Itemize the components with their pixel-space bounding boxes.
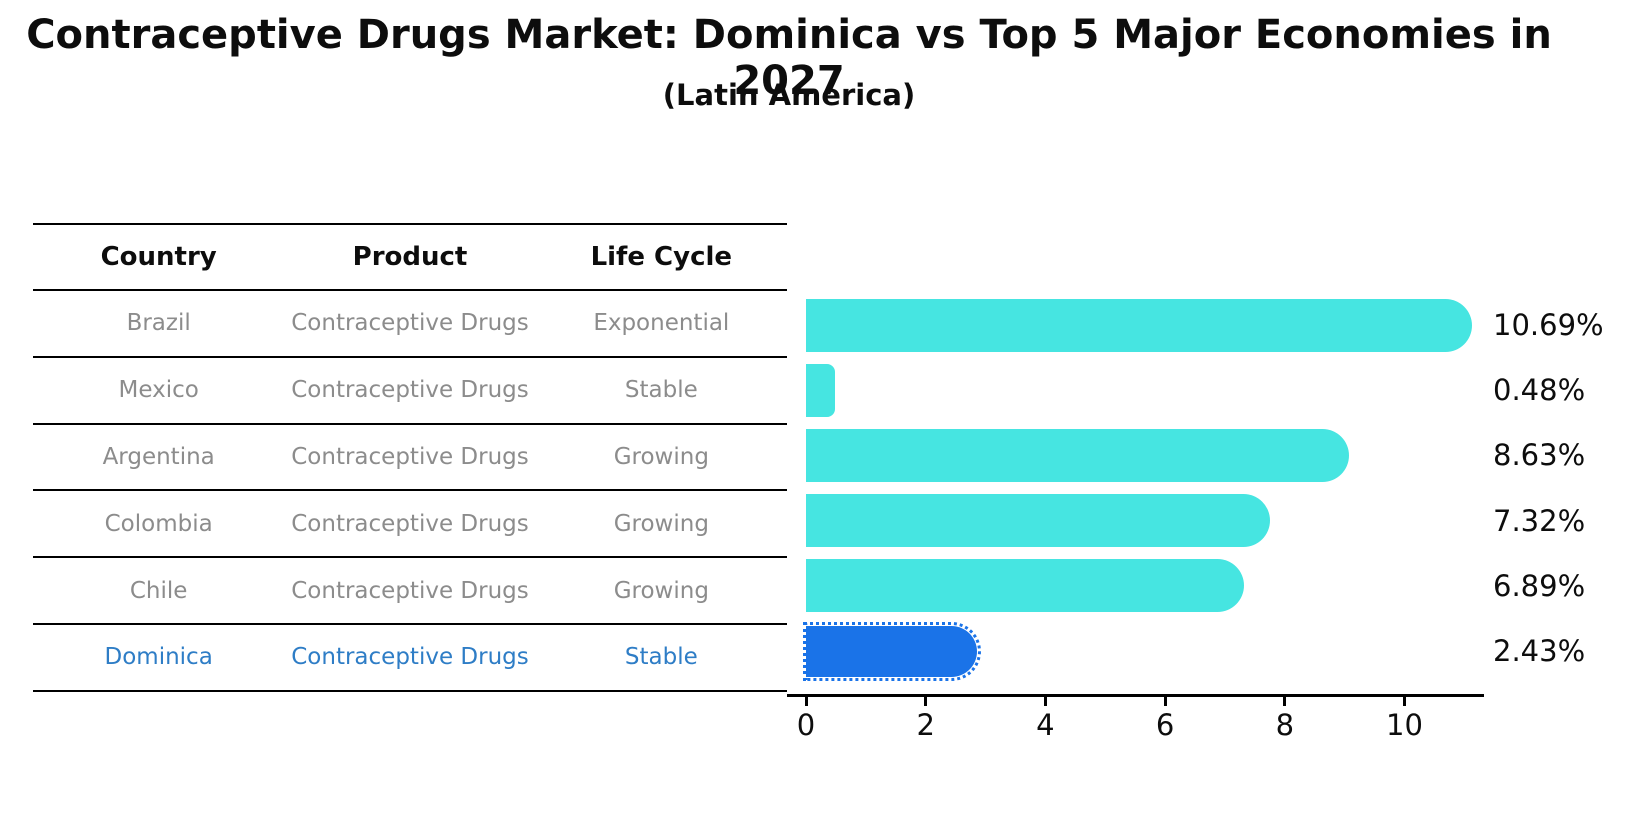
bar-dominica-fill — [806, 625, 978, 677]
life-cycle-cell: Growing — [613, 577, 709, 604]
product-cell: Contraceptive Drugs — [291, 510, 529, 537]
life-cycle-cell: Growing — [613, 510, 709, 537]
x-tick-label-6: 6 — [1155, 708, 1175, 742]
life-cycle-cell: Exponential — [593, 310, 730, 337]
value-label-argentina: 8.63% — [1493, 438, 1586, 473]
table-header-row: Country Product Life Cycle — [33, 225, 787, 291]
table-row-chile: Chile Contraceptive Drugs Growing — [33, 558, 787, 625]
table-row-brazil: Brazil Contraceptive Drugs Exponential — [33, 291, 787, 358]
country-cell: Colombia — [104, 510, 213, 537]
product-cell: Contraceptive Drugs — [291, 377, 529, 404]
x-tick-label-8: 8 — [1275, 708, 1295, 742]
country-cell: Argentina — [102, 443, 215, 470]
life-cycle-cell: Stable — [624, 377, 698, 404]
country-cell: Mexico — [118, 377, 199, 404]
value-label-brazil: 10.69% — [1493, 308, 1604, 342]
chart-title: Contraceptive Drugs Market: Dominica vs … — [26, 12, 1552, 104]
x-tick-mark-4 — [1043, 697, 1047, 706]
table-row-dominica: Dominica Contraceptive Drugs Stable — [33, 625, 787, 692]
bar-colombia — [806, 494, 1271, 548]
product-cell: Contraceptive Drugs — [291, 577, 529, 604]
value-label-dominica: 2.43% — [1493, 634, 1586, 668]
bar-chile — [806, 559, 1245, 613]
bar-argentina — [806, 428, 1349, 482]
x-tick-mark-10 — [1403, 697, 1406, 706]
table-row-colombia: Colombia Contraceptive Drugs Growing — [33, 491, 787, 559]
x-tick-mark-8 — [1283, 697, 1287, 706]
x-tick-mark-0 — [804, 697, 808, 706]
product-cell: Contraceptive Drugs — [291, 644, 529, 671]
table-row-argentina: Argentina Contraceptive Drugs Growing — [33, 425, 787, 492]
country-cell: Brazil — [126, 310, 191, 337]
product-cell: Contraceptive Drugs — [291, 443, 529, 470]
bar-mexico — [806, 363, 835, 417]
bar-brazil — [806, 298, 1472, 352]
x-tick-mark-2 — [924, 697, 928, 706]
value-label-mexico: 0.48% — [1493, 373, 1586, 408]
chart-subtitle: (Latin America) — [662, 78, 916, 112]
bar-dominica-highlighted — [803, 621, 982, 681]
country-cell: Dominica — [104, 644, 213, 671]
comparison-table: Country Product Life Cycle Brazil Contracept… — [33, 223, 787, 692]
x-tick-label-4: 4 — [1036, 708, 1055, 742]
x-tick-label-2: 2 — [916, 708, 935, 742]
x-tick-label-0: 0 — [796, 708, 816, 742]
life-cycle-cell: Growing — [613, 443, 709, 470]
x-tick-mark-6 — [1163, 697, 1167, 706]
x-tick-label-10: 10 — [1386, 708, 1423, 742]
product-cell: Contraceptive Drugs — [291, 310, 529, 337]
life-cycle-cell: Stable — [624, 644, 698, 671]
column-header-country: Country — [100, 242, 217, 272]
x-axis-line — [787, 694, 1484, 697]
value-label-colombia: 7.32% — [1493, 503, 1586, 538]
country-cell: Chile — [129, 577, 188, 604]
column-header-product: Product — [352, 242, 468, 272]
value-label-chile: 6.89% — [1493, 568, 1586, 603]
column-header-life-cycle: Life Cycle — [590, 242, 733, 272]
table-row-mexico: Mexico Contraceptive Drugs Stable — [33, 358, 787, 425]
